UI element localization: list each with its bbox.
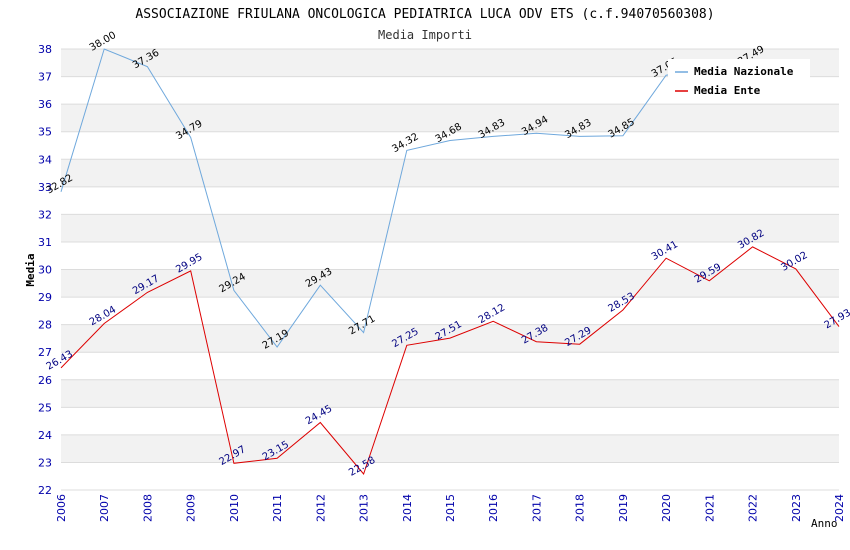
y-tick-label: 34 [38, 153, 52, 166]
series-lines [60, 48, 840, 476]
grid-band [61, 379, 839, 408]
chart-title: ASSOCIAZIONE FRIULANA ONCOLOGICA PEDIATR… [135, 7, 714, 22]
y-tick-label: 32 [38, 208, 52, 221]
x-tick-label: 2018 [574, 494, 587, 522]
x-tick-label: 2017 [530, 494, 543, 522]
grid-band [61, 297, 839, 325]
y-tick-label: 33 [38, 181, 52, 194]
y-tick-label: 22 [38, 484, 52, 497]
grid-bands [61, 48, 839, 491]
grid-band [61, 159, 839, 187]
grid-band [61, 241, 839, 270]
x-tick-label: 2006 [55, 494, 68, 522]
x-tick-label: 2008 [141, 494, 154, 522]
grid-band [61, 214, 839, 242]
x-tick-label: 2021 [703, 494, 716, 522]
x-tick-label: 2010 [228, 494, 241, 522]
y-tick-label: 38 [38, 43, 52, 56]
grid-band [61, 104, 839, 132]
grid-band [61, 131, 839, 160]
x-tick-label: 2024 [833, 494, 846, 522]
y-tick-label: 31 [38, 236, 52, 249]
legend-background [668, 59, 810, 103]
x-tick-label: 2019 [617, 494, 630, 522]
legend-label-ente: Media Ente [694, 84, 761, 97]
series-line-media-ente [60, 246, 840, 476]
y-tick-label: 30 [38, 264, 52, 277]
grid-band [61, 434, 839, 463]
grid-band [61, 462, 839, 490]
grid-band [61, 186, 839, 215]
x-tick-label: 2011 [271, 494, 284, 522]
x-tick-label: 2012 [314, 494, 327, 522]
x-tick-label: 2015 [444, 494, 457, 522]
x-tick-label: 2023 [790, 494, 803, 522]
y-axis-ticks: 22 23 24 25 26 27 28 29 30 31 32 33 34 35 36 37 38 [38, 43, 52, 497]
grid-band [61, 407, 839, 435]
y-axis-label: Media [24, 253, 37, 286]
x-tick-label: 2009 [185, 494, 198, 522]
y-tick-label: 28 [38, 319, 52, 332]
x-tick-label: 2007 [98, 494, 111, 522]
y-tick-label: 24 [38, 429, 52, 442]
x-tick-label: 2020 [660, 494, 673, 522]
y-tick-label: 27 [38, 346, 52, 359]
y-tick-label: 36 [38, 98, 52, 111]
series-line-media-nazionale [60, 48, 753, 348]
x-tick-label: 2013 [358, 494, 371, 522]
legend-label-nazionale: Media Nazionale [694, 65, 794, 78]
y-tick-label: 23 [38, 456, 52, 469]
x-axis-ticks: 2006 2007 2008 2009 2010 2011 2012 2013 2014 2015… [55, 494, 846, 522]
chart-subtitle: Media Importi [378, 28, 472, 42]
x-tick-label: 2022 [747, 494, 760, 522]
y-tick-label: 37 [38, 71, 52, 84]
grid-band [61, 269, 839, 298]
y-tick-label: 29 [38, 291, 52, 304]
x-tick-label: 2014 [401, 494, 414, 522]
grid-band [61, 352, 839, 380]
legend: Media Nazionale Media Ente [668, 59, 810, 103]
x-axis-label: Anno [811, 517, 838, 530]
y-tick-label: 26 [38, 374, 52, 387]
y-tick-label: 35 [38, 126, 52, 139]
y-tick-label: 25 [38, 401, 52, 414]
x-tick-label: 2016 [487, 494, 500, 522]
